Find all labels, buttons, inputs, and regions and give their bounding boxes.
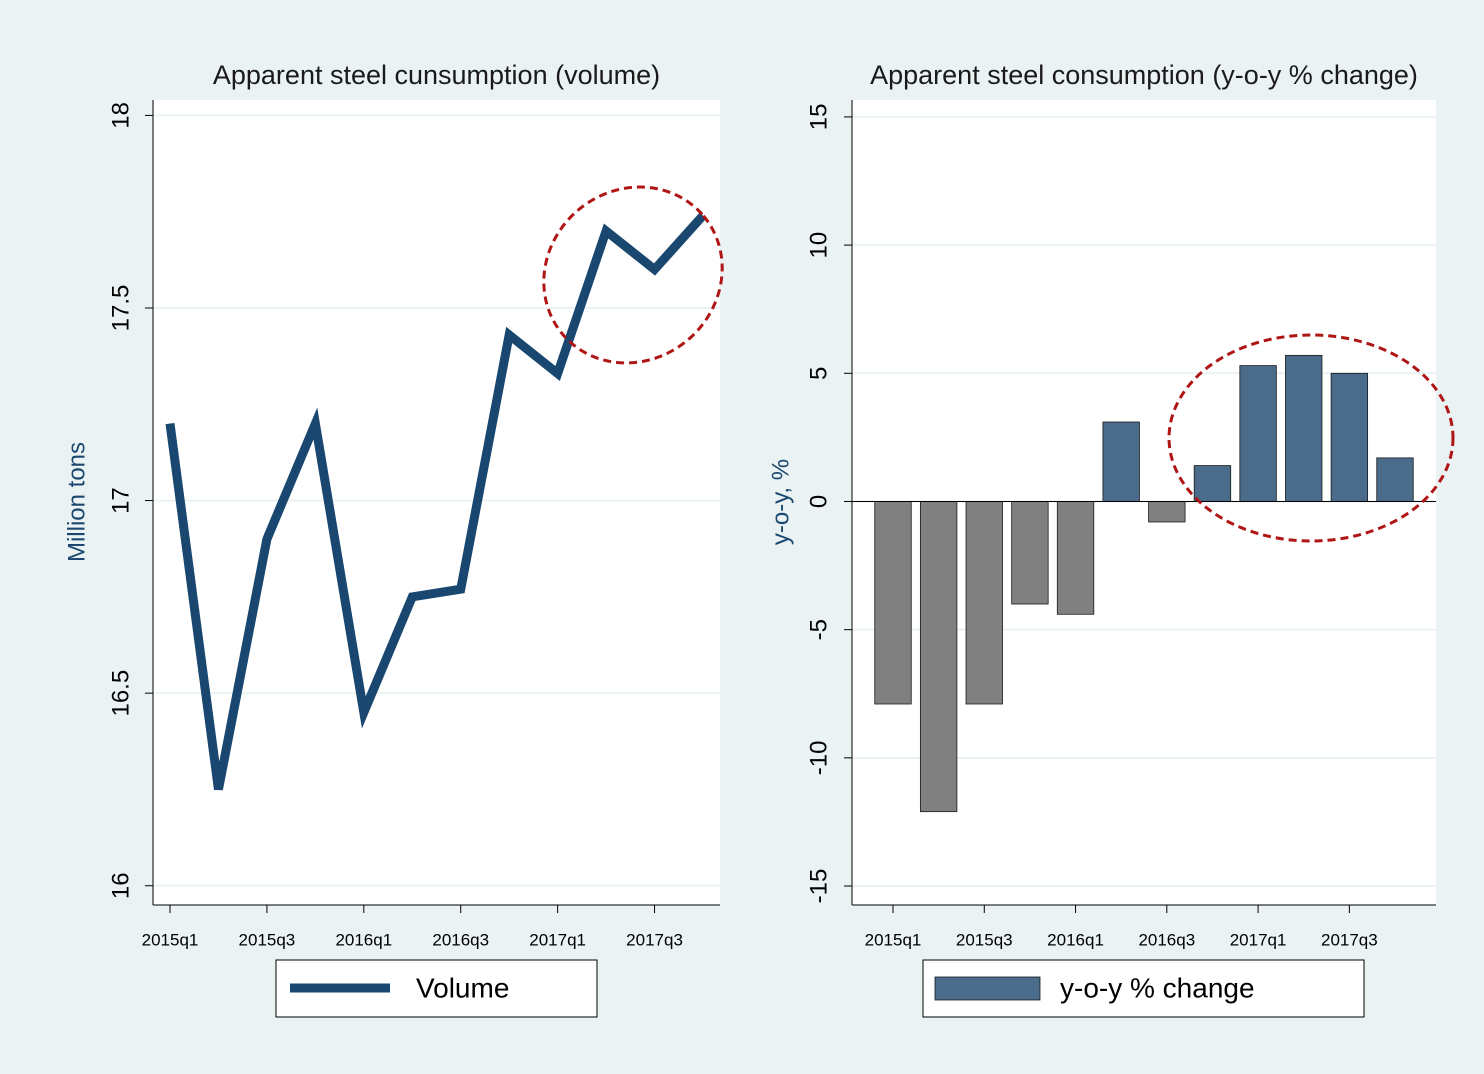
y-tick-label: -5 bbox=[805, 619, 832, 640]
x-tick-label: 2016q3 bbox=[1138, 930, 1195, 949]
legend-swatch bbox=[934, 976, 1041, 1001]
y-tick-label: 15 bbox=[805, 104, 832, 131]
bar bbox=[1239, 365, 1277, 502]
x-tick-label: 2016q1 bbox=[335, 930, 392, 949]
x-tick-label: 2015q1 bbox=[142, 930, 199, 949]
x-tick-label: 2017q1 bbox=[1230, 930, 1287, 949]
highlight-ellipse bbox=[1167, 333, 1455, 543]
bar bbox=[1376, 457, 1414, 502]
y-tick-label: 16.5 bbox=[107, 670, 134, 717]
y-tick-label: 17 bbox=[107, 487, 134, 514]
x-tick-label: 2017q3 bbox=[1321, 930, 1378, 949]
bar bbox=[1011, 501, 1049, 605]
x-tick-label: 2015q1 bbox=[865, 930, 922, 949]
y-tick-label: -10 bbox=[805, 741, 832, 776]
line bbox=[165, 212, 707, 791]
bar bbox=[1148, 501, 1186, 523]
bar bbox=[1330, 372, 1369, 502]
bar bbox=[1102, 421, 1140, 502]
x-tick-label: 2017q1 bbox=[529, 930, 586, 949]
bar bbox=[965, 501, 1003, 705]
x-tick-label: 2017q3 bbox=[626, 930, 683, 949]
y-tick-label: 17.5 bbox=[107, 285, 134, 332]
highlight-ellipse bbox=[542, 185, 724, 365]
y-axis-label: Million tons bbox=[63, 442, 90, 562]
y-tick-label: 10 bbox=[805, 232, 832, 259]
legend-label: y-o-y % change bbox=[1060, 972, 1255, 1003]
y-tick-label: 0 bbox=[805, 495, 832, 508]
x-tick-label: 2015q3 bbox=[239, 930, 296, 949]
bar bbox=[1193, 465, 1232, 502]
bar bbox=[1285, 354, 1323, 502]
y-tick-label: -15 bbox=[805, 869, 832, 904]
plot-area bbox=[153, 100, 720, 905]
x-tick-label: 2015q3 bbox=[956, 930, 1013, 949]
y-tick-label: 16 bbox=[107, 872, 134, 899]
y-tick-label: 5 bbox=[805, 367, 832, 380]
charts: Apparent steel cunsumption (volume) Milli… bbox=[63, 60, 1436, 1018]
chart-title: Apparent steel cunsumption (volume) bbox=[213, 60, 660, 90]
x-tick-label: 2016q1 bbox=[1047, 930, 1104, 949]
bar bbox=[874, 501, 912, 705]
bar bbox=[919, 501, 958, 813]
y-tick-label: 18 bbox=[107, 102, 134, 129]
legend-label: Volume bbox=[416, 972, 509, 1003]
y-axis-label: y-o-y, % bbox=[767, 459, 794, 545]
x-tick-label: 2016q3 bbox=[432, 930, 489, 949]
chart-title: Apparent steel consumption (y-o-y % chan… bbox=[870, 60, 1418, 90]
bar bbox=[1056, 501, 1095, 615]
